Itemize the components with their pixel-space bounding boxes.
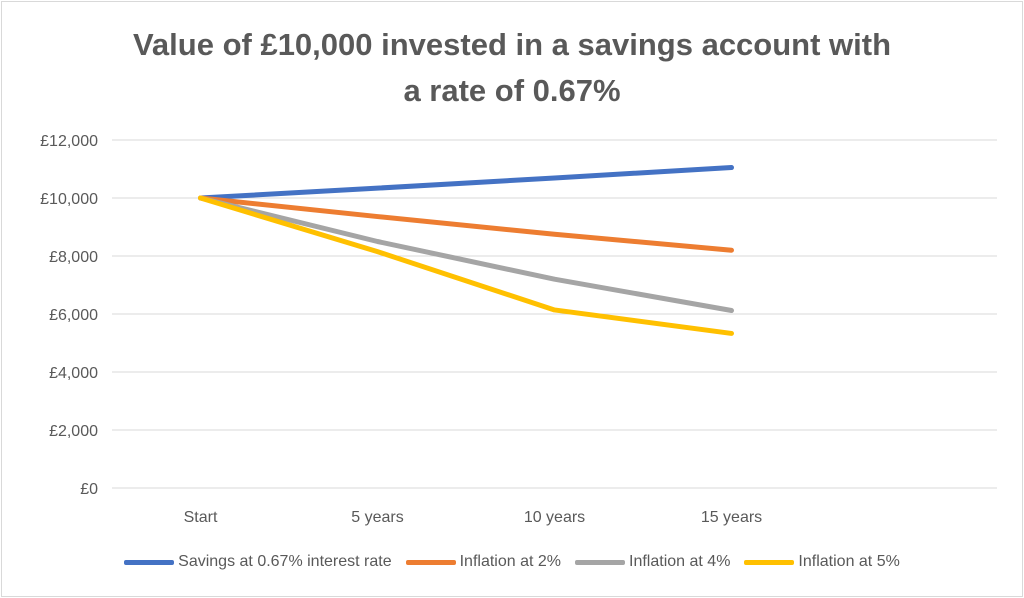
y-tick-label: £10,000 <box>40 191 98 208</box>
legend-label: Inflation at 5% <box>798 553 900 570</box>
series-line-0 <box>198 165 734 201</box>
y-tick-label: £6,000 <box>49 307 98 324</box>
y-tick-label: £0 <box>80 481 98 498</box>
series-line-2 <box>198 195 734 314</box>
legend-swatch <box>744 559 795 565</box>
legend-swatch <box>405 559 456 565</box>
chart-title-line-1: Value of £10,000 invested in a savings a… <box>132 27 892 62</box>
y-tick-label: £2,000 <box>49 423 98 440</box>
legend-item: Savings at 0.67% interest rate <box>124 553 392 571</box>
series-line-1 <box>198 195 734 253</box>
x-tick-label: 15 years <box>701 509 762 526</box>
legend-item: Inflation at 4% <box>575 553 730 571</box>
legend-label: Savings at 0.67% interest rate <box>178 553 392 570</box>
legend-item: Inflation at 5% <box>744 553 900 571</box>
y-tick-label: £4,000 <box>49 365 98 382</box>
chart-title-line-2: a rate of 0.67% <box>403 73 621 108</box>
legend-label: Inflation at 4% <box>629 553 731 570</box>
x-tick-label: 10 years <box>524 509 585 526</box>
chart-title: Value of £10,000 invested in a savings a… <box>0 22 1024 114</box>
legend-swatch <box>124 559 175 565</box>
y-tick-label: £8,000 <box>49 249 98 266</box>
legend-item: Inflation at 2% <box>405 553 562 571</box>
legend-swatch <box>575 559 626 565</box>
series-line-3 <box>198 195 734 336</box>
legend-label: Inflation at 2% <box>459 553 562 570</box>
x-tick-label: 5 years <box>351 509 403 526</box>
x-tick-label: Start <box>184 509 218 526</box>
legend: Savings at 0.67% interest rate Inflation … <box>0 553 1024 571</box>
y-tick-label: £12,000 <box>40 133 98 150</box>
